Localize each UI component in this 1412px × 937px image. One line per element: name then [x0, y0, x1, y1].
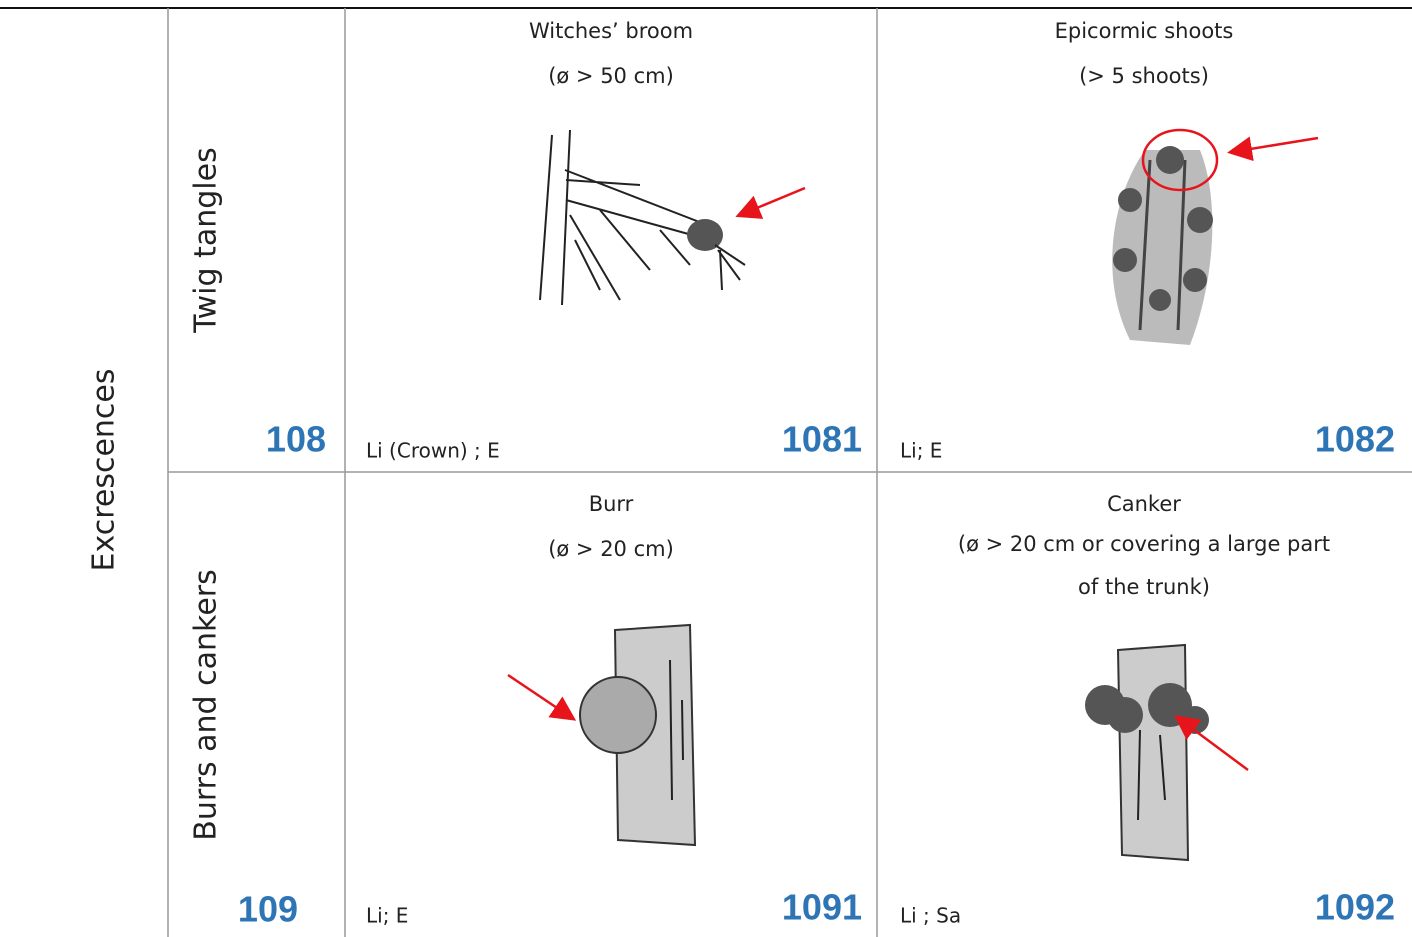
row-label: Twig tangles — [189, 147, 224, 333]
row-code: 108 — [266, 419, 326, 460]
cell-code: 1092 — [1315, 887, 1395, 928]
illustration — [507, 623, 697, 847]
illustration — [539, 129, 806, 306]
cell-note: Li (Crown) ; E — [366, 439, 500, 463]
group-label: Excrescences — [87, 369, 122, 572]
cell-subtitle: (ø > 20 cm) — [548, 537, 674, 561]
cell-subtitle: of the trunk) — [1078, 575, 1210, 599]
cell-subtitle: (> 5 shoots) — [1079, 64, 1209, 88]
cell-title: Canker — [1107, 492, 1181, 516]
cell-code: 1081 — [782, 419, 862, 460]
row-code: 109 — [238, 889, 298, 930]
cell-subtitle: (ø > 50 cm) — [548, 64, 674, 88]
cell-title: Witches’ broom — [529, 19, 693, 43]
cell-code: 1091 — [782, 887, 862, 928]
cell-title: Epicormic shoots — [1055, 19, 1234, 43]
cell-note: Li; E — [900, 439, 942, 463]
cell-code: 1082 — [1315, 419, 1395, 460]
cell-title: Burr — [589, 492, 634, 516]
row-label: Burrs and cankers — [189, 569, 224, 841]
illustration — [1112, 128, 1319, 345]
cell-note: Li; E — [366, 904, 408, 928]
illustration — [1085, 643, 1249, 862]
cell-subtitle: (ø > 20 cm or covering a large part — [958, 532, 1330, 556]
cell-note: Li ; Sa — [900, 904, 961, 928]
